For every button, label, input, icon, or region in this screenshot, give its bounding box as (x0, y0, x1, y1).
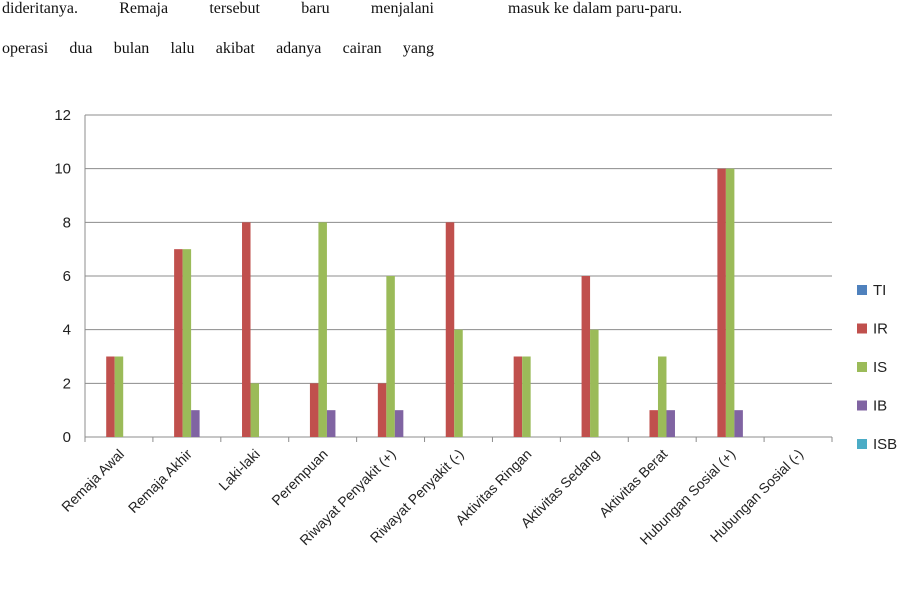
bars (106, 168, 743, 437)
bar-is (182, 249, 192, 437)
bar-ir (106, 356, 115, 437)
bar-ir (377, 383, 387, 437)
legend-swatch (857, 362, 867, 372)
y-tick-label: 2 (63, 375, 71, 392)
paragraph-line-2: operasi dua bulan lalu akibat adanya cai… (2, 40, 434, 57)
legend-swatch (857, 400, 867, 411)
bar-ir (581, 276, 591, 437)
y-tick-labels: 0 2 4 6 8 10 12 (54, 107, 71, 446)
x-category-label: Remaja Awal (58, 446, 127, 515)
bar-is (590, 329, 599, 437)
y-tick-label: 6 (63, 268, 71, 285)
bar-is (725, 168, 735, 437)
bar-ir (174, 249, 183, 437)
bar-ib (326, 410, 336, 437)
y-tick-label: 8 (63, 214, 71, 231)
bar-is (318, 222, 327, 437)
bar-ir (242, 222, 251, 437)
legend-label: ISB (873, 436, 897, 453)
y-tick-label: 12 (54, 107, 71, 124)
legend-label: IB (873, 398, 887, 415)
legend-label: IS (873, 359, 887, 376)
bar-ib (666, 410, 675, 437)
bar-ir (717, 168, 726, 437)
y-tick-label: 4 (63, 322, 71, 339)
bar-is (250, 383, 260, 437)
bar-ir (513, 356, 523, 437)
legend-label: TI (873, 282, 886, 299)
bar-is (454, 329, 463, 437)
legend-swatch (857, 439, 867, 449)
legend: TI IR IS IB ISB (857, 282, 897, 453)
bar-is (522, 356, 531, 437)
bar-is (114, 356, 124, 437)
x-category-label: Remaja Akhir (125, 446, 195, 516)
bar-ir (445, 222, 455, 437)
x-category-label: Laki-laki (215, 446, 263, 494)
bar-ib (191, 410, 200, 437)
legend-swatch (857, 323, 867, 334)
legend-swatch (857, 285, 867, 295)
bar-is (657, 356, 667, 437)
legend-label: IR (873, 321, 888, 338)
x-category-label: Perempuan (268, 446, 331, 509)
bar-ib (734, 410, 743, 437)
paragraph-line-1: dideritanya. Remaja tersebut baru menjal… (2, 0, 434, 17)
bar-ir (649, 410, 658, 437)
bar-ib (394, 410, 404, 437)
bar-ir (309, 383, 319, 437)
paragraph-right-line-1: masuk ke dalam paru-paru. (508, 0, 683, 17)
x-category-label: Aktivitas Berat (596, 446, 671, 521)
y-tick-label: 10 (54, 161, 71, 178)
y-tick-label: 0 (63, 429, 71, 446)
bar-is (386, 276, 395, 437)
